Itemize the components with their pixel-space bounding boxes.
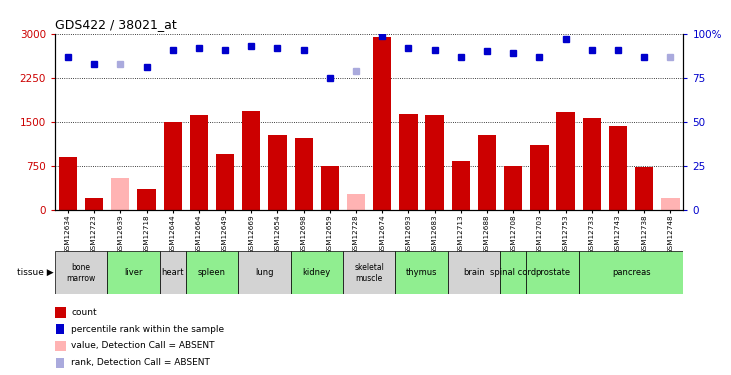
Text: pancreas: pancreas [612,268,651,278]
Bar [137,189,156,210]
Bar [635,167,654,210]
Bar [526,251,579,294]
Bar [662,198,680,210]
Text: skeletal
muscle: skeletal muscle [355,263,384,282]
Text: rank, Detection Call = ABSENT: rank, Detection Call = ABSENT [72,358,211,368]
Bar [159,251,186,294]
Text: spleen: spleen [198,268,226,278]
Bar [55,307,66,318]
Bar [478,135,496,210]
Bar [55,251,107,294]
Bar [242,111,260,210]
Text: bone
marrow: bone marrow [67,263,96,282]
Text: count: count [72,308,97,316]
Text: GDS422 / 38021_at: GDS422 / 38021_at [55,18,177,31]
Bar [399,114,417,210]
Bar [583,118,601,210]
Bar [321,166,339,210]
Bar [55,340,66,351]
Bar [164,122,182,210]
Text: spinal cord: spinal cord [491,268,537,278]
Bar [347,194,366,210]
Text: lung: lung [255,268,273,278]
Bar [56,358,64,368]
Text: tissue ▶: tissue ▶ [17,268,53,278]
Text: heart: heart [162,268,184,278]
Bar [238,251,290,294]
Bar [343,251,395,294]
Bar [373,37,391,210]
Bar [504,166,523,210]
Bar [447,251,500,294]
Bar [295,138,313,210]
Bar [395,251,447,294]
Bar [56,324,64,334]
Bar [111,178,129,210]
Bar [609,126,627,210]
Bar [107,251,159,294]
Text: thymus: thymus [406,268,437,278]
Bar [452,161,470,210]
Bar [216,154,234,210]
Bar [290,251,343,294]
Bar [85,198,103,210]
Text: prostate: prostate [535,268,570,278]
Text: value, Detection Call = ABSENT: value, Detection Call = ABSENT [72,341,215,350]
Bar [530,146,548,210]
Bar [425,116,444,210]
Bar [579,251,683,294]
Bar [186,251,238,294]
Text: kidney: kidney [303,268,331,278]
Bar [58,157,77,210]
Text: brain: brain [463,268,485,278]
Bar [500,251,526,294]
Bar [190,115,208,210]
Text: liver: liver [124,268,143,278]
Bar [268,135,287,210]
Bar [556,112,575,210]
Text: percentile rank within the sample: percentile rank within the sample [72,324,224,334]
